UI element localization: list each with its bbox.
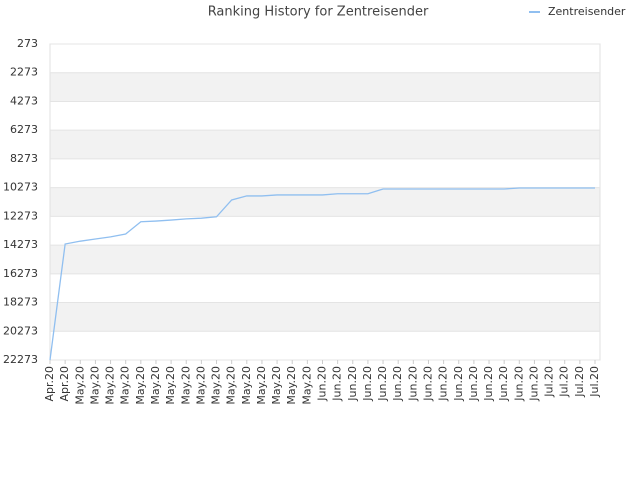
x-tick-label: Apr.20 [58,366,71,402]
x-tick-label: Jul.20 [543,366,556,398]
x-tick-label: Jun.20 [497,366,510,402]
x-tick-label: Jun.20 [316,366,329,402]
x-tick-label: May.20 [255,366,268,405]
x-tick-label: Apr.20 [43,366,56,402]
x-tick-label: May.20 [104,366,117,405]
y-tick-label: 4273 [10,94,38,107]
x-tick-label: Jun.20 [391,366,404,402]
x-tick-label: Jun.20 [527,366,540,402]
x-tick-label: May.20 [194,366,207,405]
x-tick-label: May.20 [88,366,101,405]
y-tick-label: 22273 [3,353,38,366]
x-tick-label: May.20 [225,366,238,405]
x-tick-label: May.20 [73,366,86,405]
x-tick-label: May.20 [285,366,298,405]
x-tick-label: May.20 [210,366,223,405]
x-tick-label: May.20 [119,366,132,405]
x-tick-label: Jun.20 [437,366,450,402]
y-tick-label: 12273 [3,209,38,222]
x-tick-label: Jun.20 [331,366,344,402]
y-tick-label: 16273 [3,267,38,280]
x-tick-label: Jun.20 [482,366,495,402]
x-tick-label: Jun.20 [406,366,419,402]
x-tick-label: Jul.20 [573,366,586,398]
x-tick-label: May.20 [164,366,177,405]
x-tick-label: Jul.20 [558,366,571,398]
y-tick-label: 6273 [10,123,38,136]
y-tick-label: 18273 [3,296,38,309]
grid-band [50,302,600,332]
y-tick-label: 273 [17,37,38,50]
grid-band [50,245,600,274]
grid-band [50,187,600,217]
x-tick-label: Jun.20 [421,366,434,402]
grid-band [50,130,600,159]
x-tick-label: May.20 [149,366,162,405]
x-tick-label: May.20 [270,366,283,405]
y-tick-label: 14273 [3,238,38,251]
x-tick-label: May.20 [240,366,253,405]
legend-label: Zentreisender [548,5,626,18]
x-tick-label: Jun.20 [452,366,465,402]
x-tick-label: Jul.20 [588,366,601,398]
grid-band [50,72,600,102]
data-line [49,187,595,361]
x-tick-label: Jun.20 [346,366,359,402]
y-tick-label: 10273 [3,181,38,194]
x-tick-label: May.20 [134,366,147,405]
x-tick-label: Jun.20 [512,366,525,402]
x-tick-label: May.20 [300,366,313,405]
y-tick-label: 8273 [10,152,38,165]
x-tick-label: Jun.20 [467,366,480,402]
x-tick-label: May.20 [179,366,192,405]
x-tick-label: Jun.20 [361,366,374,402]
y-tick-label: 2273 [10,66,38,79]
chart-title: Ranking History for Zentreisender [208,5,429,20]
y-tick-label: 20273 [3,324,38,337]
x-tick-label: Jun.20 [376,366,389,402]
